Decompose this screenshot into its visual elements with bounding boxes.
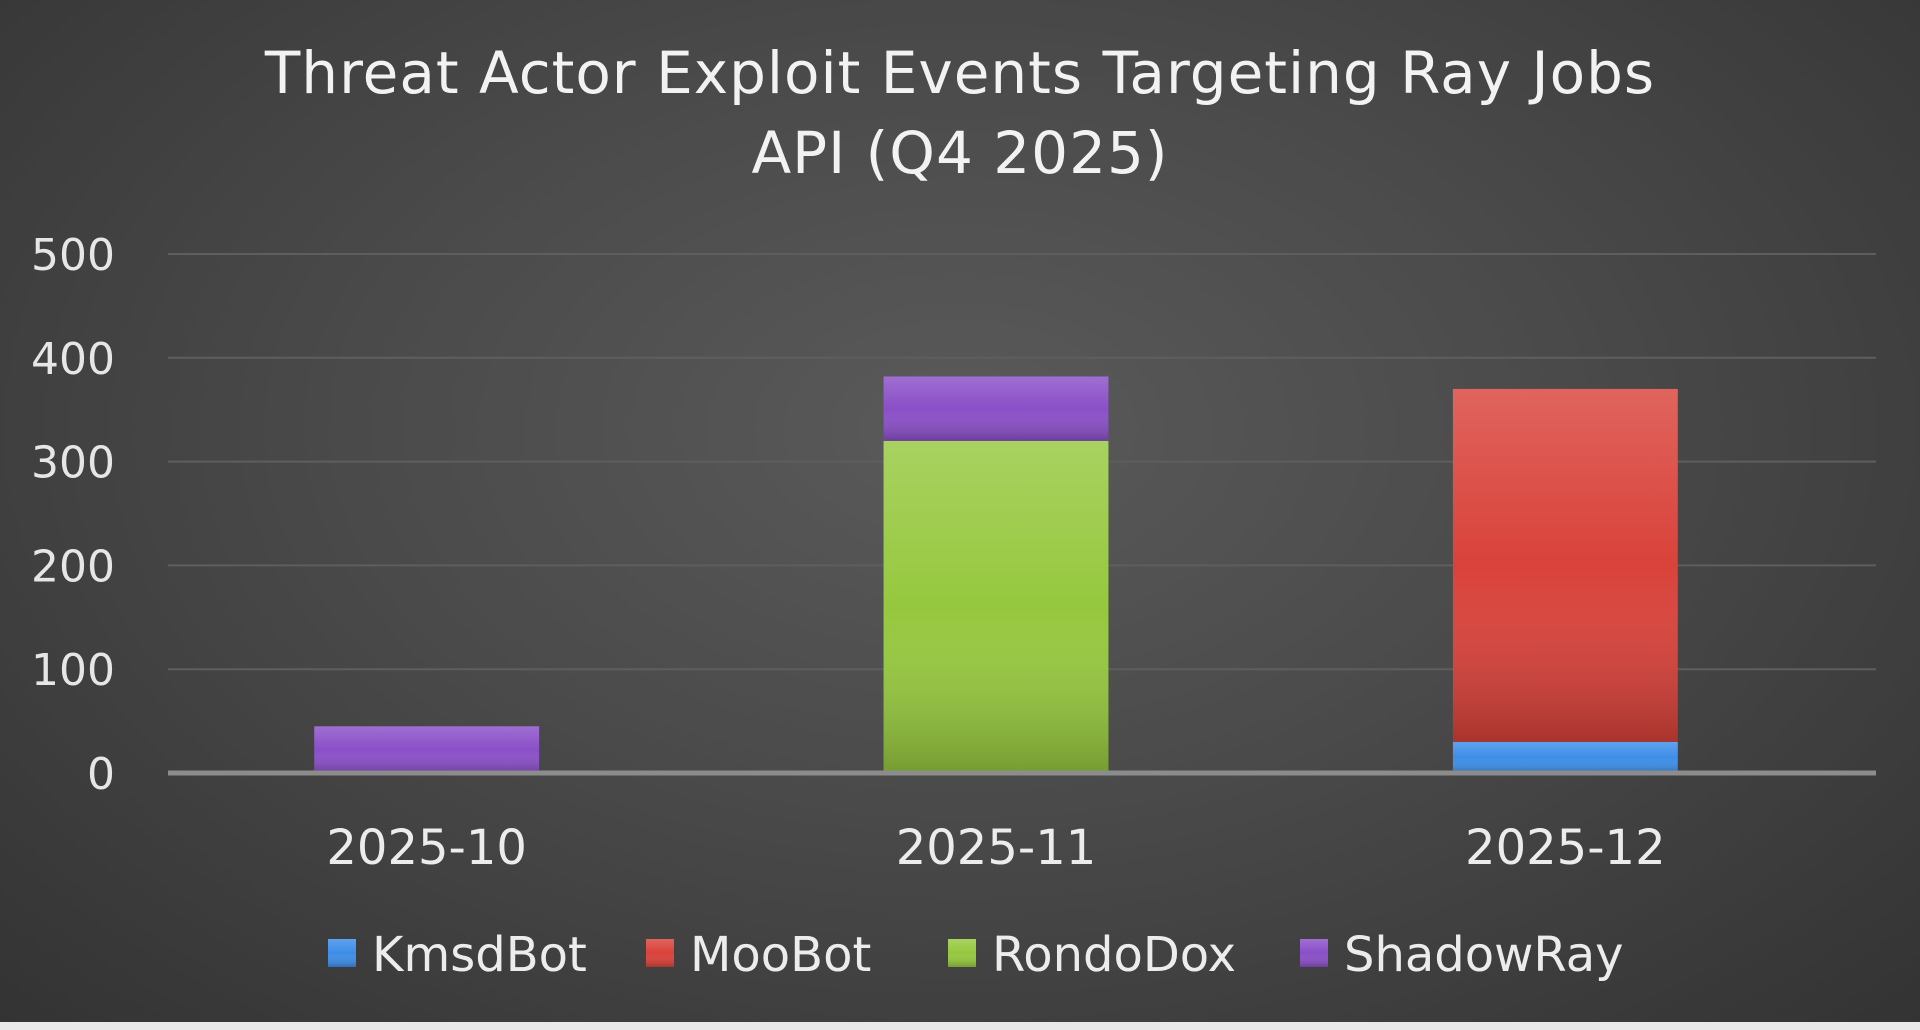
legend-swatch-shade (948, 939, 976, 967)
legend-item-moobot[interactable]: MooBot (646, 927, 871, 983)
y-tick-label: 400 (31, 334, 115, 385)
legend-swatch-shade (646, 939, 674, 967)
x-category-label: 2025-10 (326, 820, 527, 876)
y-tick-label: 0 (87, 749, 115, 800)
legend-label: RondoDox (992, 927, 1236, 983)
legend-label: KmsdBot (372, 927, 587, 983)
bar-shade-shadowray-2025-10 (314, 726, 540, 773)
bar-shade-shadowray-2025-11 (883, 376, 1109, 441)
legend-label: ShadowRay (1344, 927, 1624, 983)
bar-shade-moobot-2025-12 (1452, 388, 1678, 742)
y-tick-label: 300 (31, 438, 115, 489)
bar-shade-rondodox-2025-11 (883, 440, 1109, 773)
x-category-label: 2025-11 (896, 820, 1097, 876)
legend-item-rondodox[interactable]: RondoDox (948, 927, 1236, 983)
chart-title-line-2: API (Q4 2025) (751, 119, 1168, 187)
y-tick-label: 500 (31, 230, 115, 281)
legend-item-kmsdbot[interactable]: KmsdBot (328, 927, 587, 983)
y-axis-tick-labels: 0 100 200 300 400 500 (31, 230, 115, 800)
x-category-label: 2025-12 (1465, 820, 1666, 876)
legend-swatch-shade (1300, 939, 1328, 967)
bar-shade-kmsdbot-2025-12 (1452, 741, 1678, 773)
chart-title-line-1: Threat Actor Exploit Events Targeting Ra… (264, 39, 1655, 107)
y-tick-label: 100 (31, 645, 115, 696)
x-axis-category-labels: 2025-10 2025-11 2025-12 (326, 820, 1665, 876)
legend[interactable]: KmsdBot MooBot RondoDox ShadowRay (328, 927, 1624, 983)
legend-label: MooBot (690, 927, 871, 983)
legend-item-shadowray[interactable]: ShadowRay (1300, 927, 1624, 983)
y-tick-label: 200 (31, 541, 115, 592)
legend-swatch-shade (328, 939, 356, 967)
bars (314, 376, 1678, 773)
